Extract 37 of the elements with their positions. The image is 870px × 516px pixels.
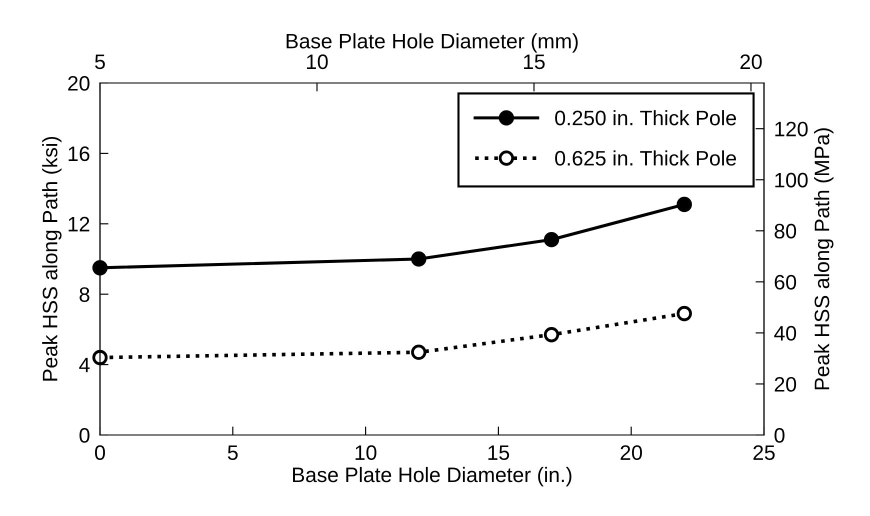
- point: [676, 196, 692, 212]
- x2-tick-label: 15: [524, 54, 545, 70]
- x2-tick-label: 10: [306, 54, 328, 70]
- x-tick-label: 25: [753, 445, 775, 460]
- y-tick-label: 8: [80, 287, 90, 302]
- point: [676, 306, 692, 322]
- y-tick-label: 0: [80, 428, 90, 443]
- y2-tick-label: 0: [774, 428, 784, 443]
- legend-label: 0.250 in. Thick Pole: [555, 110, 736, 126]
- y2-tick-label: 120: [775, 122, 808, 136]
- y2-axis-title: Peak HSS along Path (MPa): [814, 128, 834, 390]
- y-tick-label: 12: [68, 216, 90, 232]
- x2-axis-title: Base Plate Hole Diameter (mm): [286, 33, 578, 53]
- point: [92, 350, 108, 366]
- y2-tick-label: 40: [774, 326, 796, 341]
- x-tick-label: 0: [95, 445, 105, 460]
- y-tick-label: 4: [79, 358, 90, 372]
- y-tick-label: 20: [68, 76, 90, 91]
- y2-tick-label: 60: [774, 274, 796, 290]
- x-tick-label: 5: [228, 445, 238, 460]
- point: [544, 327, 560, 342]
- x-tick-label: 10: [356, 445, 376, 460]
- y2-tick-label: 80: [774, 224, 796, 239]
- y2-tick-label: 20: [774, 376, 796, 392]
- point: [411, 251, 426, 267]
- point: [411, 344, 426, 360]
- x2-tick-label: 20: [740, 54, 762, 70]
- y-tick-label: 16: [68, 146, 90, 162]
- x-tick-label: 20: [620, 445, 642, 460]
- x-axis-title: Base Plate Hole Diameter (in.): [293, 466, 572, 486]
- legend-label: 0.625 in. Thick Pole: [555, 150, 736, 166]
- x2-tick-label: 5: [95, 54, 105, 70]
- y2-tick-label: 100: [775, 172, 808, 188]
- point: [92, 260, 108, 276]
- x-tick-label: 15: [488, 445, 510, 460]
- y-axis-title: Peak HSS along Path (ksi): [42, 136, 62, 381]
- point: [544, 232, 560, 248]
